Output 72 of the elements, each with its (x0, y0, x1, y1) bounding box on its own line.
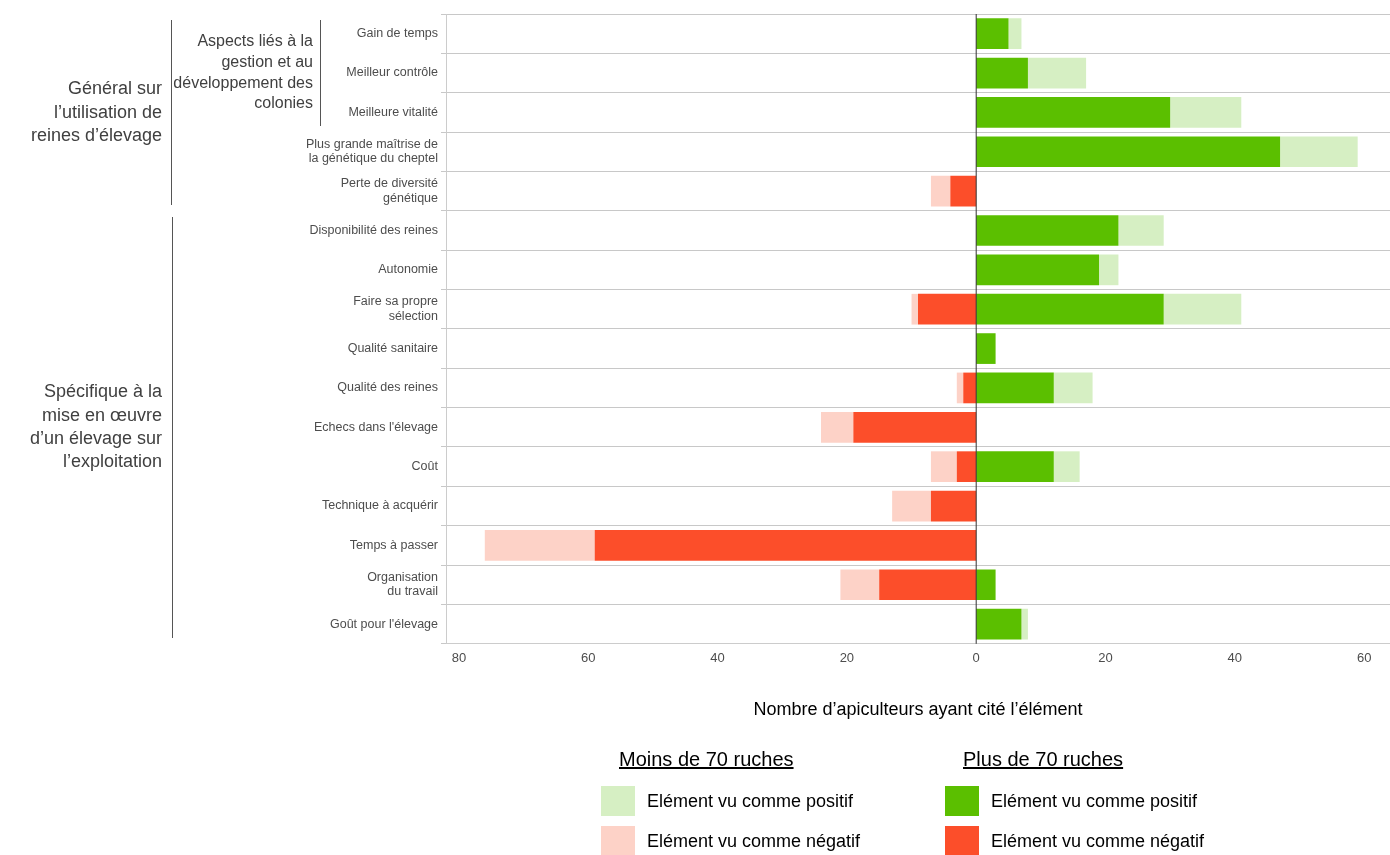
y-tick-label: Temps à passer (349, 537, 438, 552)
bar (976, 293, 1164, 325)
y-tick-label: Technique à acquérir (321, 498, 438, 513)
x-tick-label: 80 (451, 650, 467, 666)
y-tick-label: Faire sa propre sélection (353, 294, 439, 323)
bar (930, 175, 951, 207)
bar (930, 490, 977, 522)
y-tick-label: Goût pour l'élevage (329, 616, 439, 631)
bar (976, 254, 1100, 286)
bar (963, 372, 977, 404)
legend-label: Elément vu comme négatif (647, 830, 861, 852)
bar (911, 293, 918, 325)
y-tick-label: Plus grande maîtrise de la génétique du cheptel (305, 137, 439, 166)
text: Moins de 70 ruches (619, 748, 795, 771)
y-tick-label: Coût (411, 459, 439, 474)
bar (1053, 451, 1080, 483)
text: Aspects liés à la gestion et au développement des colonies (173, 31, 313, 114)
bar (484, 530, 595, 561)
bar (853, 411, 977, 443)
text: Général sur l’utilisation de reines d’élevage (29, 77, 162, 148)
x-tick-label: 60 (581, 650, 596, 666)
y-tick-label: Perte de diversité génétique (340, 176, 439, 205)
x-tick-label: 40 (1227, 650, 1243, 666)
bar (1053, 372, 1093, 404)
bar (956, 451, 977, 483)
bar (821, 411, 854, 443)
x-tick-label: 0 (972, 650, 980, 666)
bar (950, 175, 977, 207)
bar (1099, 254, 1119, 286)
y-tick-label: Qualité des reines (337, 380, 438, 395)
bar (594, 530, 977, 561)
bar (976, 372, 1054, 404)
x-axis-title: Nombre d’apiculteurs ayant cité l’élément (753, 699, 1083, 720)
bar (1163, 293, 1242, 325)
text: Plus de 70 ruches (963, 748, 1125, 771)
y-tick-label: Organisation du travail (367, 570, 439, 599)
y-tick-label: Qualité sanitaire (347, 341, 439, 356)
legend-label: Elément vu comme positif (647, 790, 854, 812)
bar (1280, 136, 1358, 168)
bar (918, 293, 977, 325)
bar (976, 333, 996, 364)
bar (1170, 97, 1242, 128)
bar (892, 490, 931, 522)
y-tick-label: Echecs dans l'élevage (314, 419, 439, 434)
bar (976, 97, 1171, 128)
legend-label: Elément vu comme négatif (991, 830, 1205, 852)
x-tick-label: 20 (1098, 650, 1113, 666)
y-tick-label: Meilleure vitalité (348, 104, 439, 119)
x-tick-label: 40 (710, 650, 725, 666)
bar (976, 608, 1022, 640)
bar (1118, 215, 1164, 246)
bar (976, 57, 1028, 89)
x-tick-label: 20 (839, 650, 855, 666)
bar (976, 215, 1119, 246)
bar (976, 569, 996, 601)
legend-label: Elément vu comme positif (991, 790, 1198, 812)
y-tick-label: Meilleur contrôle (346, 65, 439, 80)
y-tick-label: Disponibilité des reines (309, 222, 438, 237)
text: Spécifique à la mise en œuvre d’un élevage sur l’exploitation (28, 380, 162, 474)
bar (1027, 57, 1087, 89)
y-tick-label: Autonomie (378, 262, 439, 277)
bar (930, 451, 957, 483)
x-tick-label: 60 (1356, 650, 1372, 666)
bar (976, 18, 1009, 50)
bar (840, 569, 880, 601)
bar (1008, 18, 1022, 50)
y-tick-label: Gain de temps (356, 26, 438, 41)
bar (976, 451, 1054, 483)
bar (976, 136, 1281, 168)
bar (1021, 608, 1028, 640)
bar (956, 372, 964, 404)
bar (879, 569, 977, 601)
